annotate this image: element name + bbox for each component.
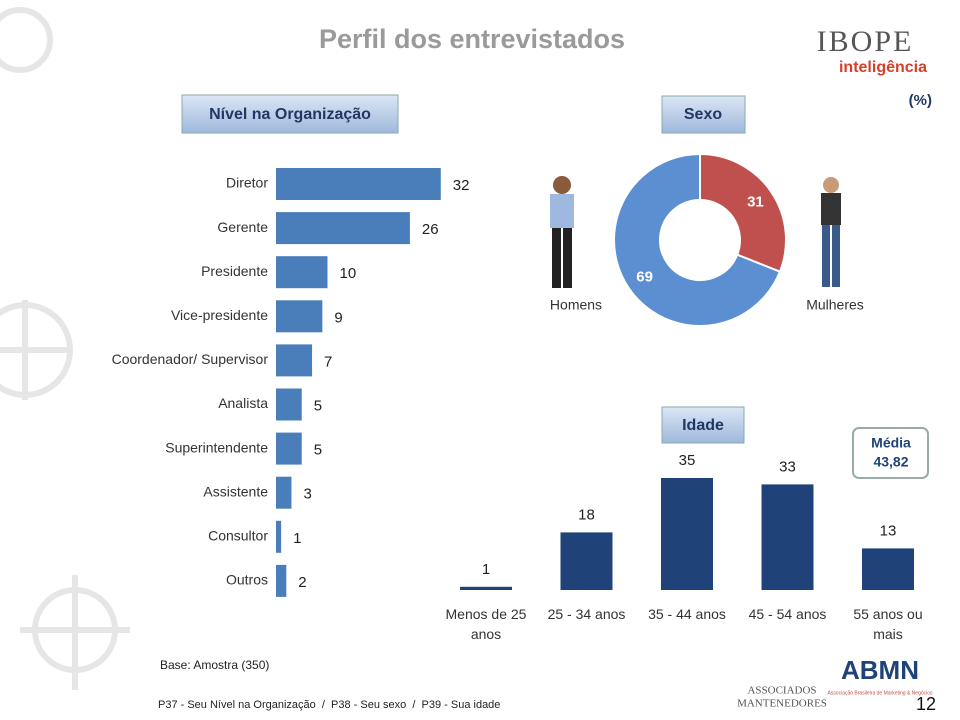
- bar: [761, 484, 814, 590]
- bar: [862, 548, 914, 590]
- value-label: 31: [747, 193, 764, 210]
- category-label: Menos de 25 anos: [446, 606, 527, 642]
- header-box: [661, 95, 746, 134]
- category-label: 45 - 54 anos: [749, 606, 827, 622]
- partner: MANTENEDORES: [737, 698, 827, 710]
- category-label: Diretor: [226, 175, 268, 191]
- category-label: Assistente: [203, 483, 268, 499]
- value-label: 7: [324, 353, 332, 370]
- category-label: Analista: [218, 395, 268, 411]
- bar: [276, 388, 302, 421]
- bar: [276, 476, 292, 509]
- slide-title: Perfil dos entrevistados: [319, 24, 625, 54]
- annotation-box: [852, 427, 929, 479]
- value-label: 10: [340, 265, 357, 282]
- header-box: [661, 406, 745, 444]
- bar: [276, 520, 282, 553]
- value-label: 18: [578, 506, 595, 523]
- bar: [276, 168, 441, 200]
- value-label: 69: [636, 269, 653, 286]
- category-label: Vice-presidente: [171, 307, 268, 323]
- value-label: 1: [293, 530, 301, 547]
- logo: IBOPE: [817, 25, 914, 58]
- category-label: Outros: [226, 572, 268, 588]
- category-label: Homens: [550, 297, 602, 313]
- bar: [276, 432, 302, 465]
- value-label: 5: [314, 397, 322, 414]
- bar: [460, 586, 512, 590]
- bar: [276, 344, 313, 377]
- woman-figure: [821, 177, 841, 287]
- category-label: Presidente: [201, 263, 268, 279]
- category-label: Gerente: [217, 219, 268, 235]
- value-label: 33: [779, 458, 796, 475]
- value-label: 9: [334, 309, 342, 326]
- value-label: 26: [422, 221, 439, 238]
- page-number: 12: [916, 694, 936, 714]
- category-label: 35 - 44 anos: [648, 606, 726, 622]
- annotation-label: Média: [871, 435, 911, 451]
- footer: P37 - Seu Nível na Organização / P38 - S…: [158, 699, 500, 711]
- value-label: 3: [303, 486, 311, 503]
- value-label: 35: [679, 452, 696, 469]
- category-label: 25 - 34 anos: [548, 606, 626, 622]
- annotation-value: 43,82: [873, 454, 908, 470]
- category-label: Coordenador/ Supervisor: [112, 351, 269, 367]
- logo-sub: inteligência: [839, 59, 927, 76]
- category-label: Consultor: [208, 528, 268, 544]
- man-figure: [550, 176, 574, 288]
- bar: [560, 532, 613, 590]
- donut-slice: [613, 152, 782, 327]
- chart-title: Nível na Organização: [209, 106, 371, 123]
- category-label: Mulheres: [806, 297, 864, 313]
- base-note: Base: Amostra (350): [160, 658, 269, 672]
- category-label: Superintendente: [165, 439, 268, 455]
- donut-slice: [699, 152, 787, 273]
- bar: [276, 256, 328, 289]
- value-label: 2: [298, 574, 306, 591]
- bar: [276, 212, 410, 245]
- bar: [276, 564, 287, 597]
- bar: [661, 478, 713, 590]
- value-label: 1: [482, 561, 490, 578]
- chart-title: Idade: [682, 417, 724, 434]
- value-label: 13: [880, 522, 897, 539]
- decoration: [0, 7, 130, 690]
- partner: ASSOCIADOS: [747, 685, 816, 697]
- category-label: 55 anos ou mais: [853, 606, 922, 642]
- value-label: 5: [314, 442, 322, 459]
- bar: [276, 300, 323, 333]
- unit-note: (%): [909, 92, 932, 109]
- partner-logo: ABMN: [841, 655, 919, 685]
- header-box: [181, 94, 399, 134]
- partner-sub: Associação Brasileira de Marketing & Neg…: [827, 690, 933, 696]
- chart-title: Sexo: [684, 106, 722, 123]
- value-label: 32: [453, 177, 470, 194]
